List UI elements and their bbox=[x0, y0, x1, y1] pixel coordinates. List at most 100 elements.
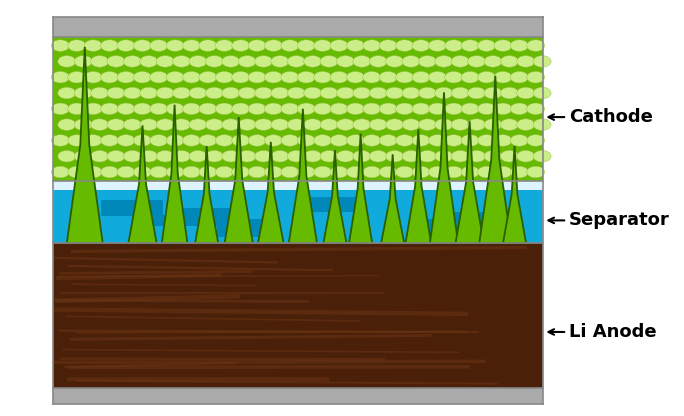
Circle shape bbox=[287, 119, 305, 131]
Circle shape bbox=[477, 135, 495, 146]
Circle shape bbox=[533, 87, 551, 99]
Circle shape bbox=[199, 72, 217, 83]
Polygon shape bbox=[349, 134, 372, 243]
Circle shape bbox=[494, 103, 512, 115]
Circle shape bbox=[265, 40, 282, 52]
Circle shape bbox=[68, 40, 86, 52]
Circle shape bbox=[215, 135, 233, 146]
Circle shape bbox=[527, 72, 544, 83]
Circle shape bbox=[428, 135, 447, 146]
Polygon shape bbox=[324, 150, 347, 243]
Circle shape bbox=[172, 151, 191, 162]
Circle shape bbox=[435, 119, 453, 131]
Circle shape bbox=[402, 151, 420, 162]
Circle shape bbox=[254, 56, 272, 67]
Circle shape bbox=[166, 135, 184, 146]
Circle shape bbox=[330, 166, 348, 178]
Circle shape bbox=[133, 135, 151, 146]
Circle shape bbox=[451, 119, 469, 131]
Circle shape bbox=[477, 72, 495, 83]
Circle shape bbox=[123, 119, 142, 131]
Circle shape bbox=[68, 103, 86, 115]
Circle shape bbox=[140, 119, 158, 131]
Circle shape bbox=[533, 56, 551, 67]
Polygon shape bbox=[430, 92, 458, 243]
Polygon shape bbox=[289, 109, 317, 243]
Circle shape bbox=[75, 56, 92, 67]
Circle shape bbox=[501, 87, 518, 99]
Circle shape bbox=[395, 72, 414, 83]
Circle shape bbox=[363, 135, 381, 146]
Circle shape bbox=[51, 166, 69, 178]
Circle shape bbox=[346, 166, 365, 178]
Circle shape bbox=[265, 72, 282, 83]
Circle shape bbox=[205, 151, 223, 162]
Circle shape bbox=[510, 72, 528, 83]
Circle shape bbox=[337, 87, 354, 99]
Circle shape bbox=[304, 119, 321, 131]
Circle shape bbox=[533, 151, 551, 162]
Circle shape bbox=[428, 166, 447, 178]
Circle shape bbox=[527, 166, 544, 178]
Circle shape bbox=[346, 135, 365, 146]
Circle shape bbox=[468, 151, 486, 162]
Circle shape bbox=[232, 135, 250, 146]
Circle shape bbox=[215, 72, 233, 83]
FancyBboxPatch shape bbox=[53, 181, 543, 243]
Circle shape bbox=[265, 103, 282, 115]
Circle shape bbox=[90, 119, 109, 131]
Circle shape bbox=[501, 151, 518, 162]
Circle shape bbox=[90, 56, 109, 67]
Circle shape bbox=[238, 56, 256, 67]
Circle shape bbox=[445, 135, 463, 146]
Circle shape bbox=[265, 166, 282, 178]
FancyBboxPatch shape bbox=[445, 213, 510, 223]
FancyBboxPatch shape bbox=[53, 17, 543, 37]
Circle shape bbox=[412, 166, 430, 178]
Circle shape bbox=[172, 56, 191, 67]
Polygon shape bbox=[161, 105, 187, 243]
Circle shape bbox=[205, 119, 223, 131]
Circle shape bbox=[314, 40, 332, 52]
Circle shape bbox=[140, 87, 158, 99]
Circle shape bbox=[304, 151, 321, 162]
Circle shape bbox=[265, 135, 282, 146]
Circle shape bbox=[123, 151, 142, 162]
FancyBboxPatch shape bbox=[53, 243, 543, 388]
Circle shape bbox=[84, 40, 102, 52]
Circle shape bbox=[271, 87, 289, 99]
Circle shape bbox=[412, 135, 430, 146]
Circle shape bbox=[150, 72, 168, 83]
Circle shape bbox=[215, 103, 233, 115]
Circle shape bbox=[363, 166, 381, 178]
Circle shape bbox=[419, 87, 436, 99]
Circle shape bbox=[494, 135, 512, 146]
Circle shape bbox=[238, 119, 256, 131]
Circle shape bbox=[320, 87, 338, 99]
Circle shape bbox=[58, 87, 76, 99]
Circle shape bbox=[232, 103, 250, 115]
Circle shape bbox=[330, 72, 348, 83]
Circle shape bbox=[435, 151, 453, 162]
Polygon shape bbox=[381, 154, 404, 243]
Circle shape bbox=[477, 166, 495, 178]
Circle shape bbox=[386, 87, 404, 99]
Circle shape bbox=[445, 40, 463, 52]
Circle shape bbox=[172, 119, 191, 131]
Circle shape bbox=[140, 56, 158, 67]
Circle shape bbox=[133, 166, 151, 178]
Circle shape bbox=[461, 72, 479, 83]
Circle shape bbox=[205, 56, 223, 67]
Circle shape bbox=[238, 87, 256, 99]
Circle shape bbox=[281, 166, 299, 178]
Circle shape bbox=[254, 87, 272, 99]
Circle shape bbox=[84, 103, 102, 115]
Circle shape bbox=[254, 119, 272, 131]
Circle shape bbox=[379, 135, 397, 146]
Circle shape bbox=[419, 56, 436, 67]
Circle shape bbox=[222, 151, 239, 162]
Circle shape bbox=[451, 56, 469, 67]
Circle shape bbox=[51, 135, 69, 146]
Circle shape bbox=[287, 56, 305, 67]
Circle shape bbox=[123, 87, 142, 99]
